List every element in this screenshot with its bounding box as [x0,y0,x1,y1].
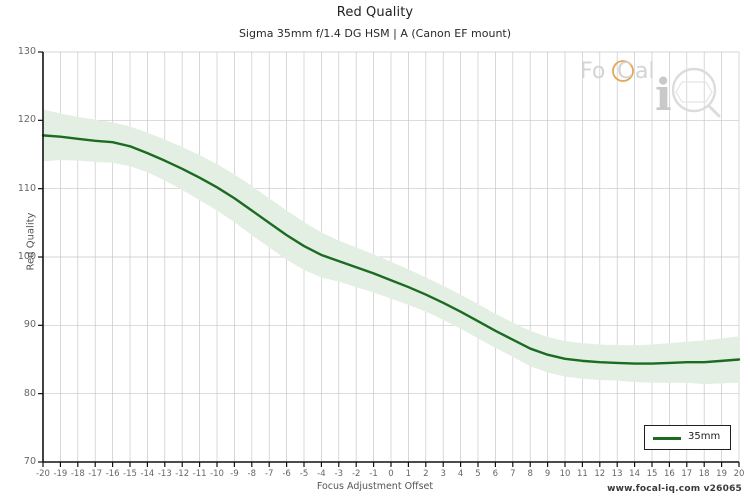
x-tick-label: 4 [457,469,464,479]
x-tick-label: -20 [36,469,50,479]
x-tick-label: -17 [88,469,103,479]
x-tick-label: 8 [527,469,533,479]
x-tick-label: 5 [475,469,481,479]
confidence-band [43,109,739,385]
y-tick-label: 90 [23,319,36,331]
legend: 35mm [644,425,731,450]
x-tick-label: -15 [123,469,137,479]
x-tick-label: -19 [53,469,68,479]
chart-subtitle: Sigma 35mm f/1.4 DG HSM | A (Canon EF mo… [238,27,512,40]
x-tick-label: -5 [299,469,309,479]
y-tick-label: 100 [17,251,36,262]
x-tick-label: -3 [334,469,344,479]
x-tick-label: -13 [157,469,172,479]
x-tick-label: -2 [351,469,361,479]
y-tick-label: 80 [23,387,36,399]
x-tick-label: 18 [698,469,710,479]
axis-lines [38,51,740,467]
y-tick-label: 70 [23,456,36,467]
x-tick-label: 13 [611,469,623,479]
x-tick-label: -16 [105,469,120,479]
x-tick-label: -9 [230,469,239,479]
x-tick-label: 11 [576,469,588,479]
x-tick-label: 19 [716,469,727,479]
grid-lines [42,51,740,463]
x-tick-label: -7 [264,469,274,479]
x-tick-label: 12 [594,469,606,479]
y-tick-label: 130 [17,46,36,57]
legend-swatch-35mm [653,437,681,440]
chart-title: Red Quality [336,5,414,20]
x-tick-label: -8 [247,469,257,479]
y-tick-label: 120 [17,114,36,126]
x-tick-label: -10 [210,469,224,479]
x-tick-label: 2 [423,469,429,479]
x-tick-label: 20 [733,469,745,479]
x-tick-label: 14 [629,469,640,479]
footer-credit: www.focal-iq.com v26065 [607,484,742,494]
x-tick-label: -14 [140,469,155,479]
data-line-35mm [41,134,741,365]
x-tick-label: 9 [544,469,551,479]
x-tick-label: 3 [440,469,446,479]
x-tick-label: -18 [70,469,85,479]
x-tick-label: 16 [663,469,675,479]
x-tick-label: -6 [282,469,291,479]
x-tick-label: -11 [192,469,207,479]
y-axis-label: Red Quality [25,212,37,271]
x-axis-label: Focus Adjustment Offset [316,481,434,492]
x-tick-label: 17 [681,469,693,479]
y-tick-label: 110 [17,182,36,194]
x-tick-label: 0 [388,469,394,479]
legend-label-35mm: 35mm [688,431,721,442]
x-tick-label: 10 [559,469,571,479]
x-tick-label: 7 [510,469,516,479]
x-tick-label: -4 [317,469,326,479]
x-tick-label: 6 [492,469,499,479]
x-tick-label: 1 [405,469,412,479]
x-tick-label: 15 [646,469,658,479]
x-tick-label: -12 [175,469,190,479]
x-tick-label: -1 [369,469,378,479]
